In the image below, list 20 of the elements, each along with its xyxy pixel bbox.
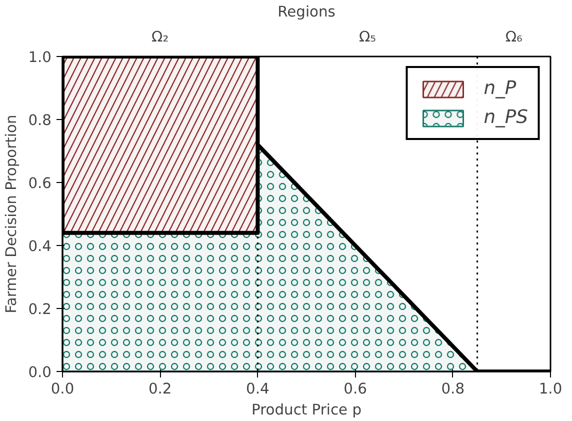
x-axis-title: Product Price p (251, 402, 362, 418)
y-tick-label: 1.0 (28, 49, 52, 66)
y-tick-label: 0.8 (28, 112, 52, 129)
y-tick-label: 0.2 (28, 301, 52, 318)
text: Ω₅ (358, 28, 376, 46)
y-axis-title: Farmer Decision Proportion (3, 114, 20, 314)
x-tick-label: 0.6 (344, 380, 367, 398)
x-tick-label: 0.4 (246, 380, 270, 398)
y-tick-label: 0.0 (28, 364, 52, 381)
y-tick-label: 0.4 (28, 238, 52, 255)
text: Regions (278, 4, 336, 20)
x-tick-label: 0.8 (441, 380, 465, 398)
text: Ω₆ (505, 28, 523, 46)
x-tick-label: 0.2 (148, 380, 172, 398)
x-tick-label: 0.0 (50, 380, 74, 398)
legend-label: n_P (484, 78, 516, 99)
x-tick-label: 1.0 (538, 380, 562, 398)
y-tick-label: 0.6 (28, 175, 52, 192)
legend-label: n_PS (484, 107, 528, 128)
text: Ω₂ (152, 28, 169, 46)
